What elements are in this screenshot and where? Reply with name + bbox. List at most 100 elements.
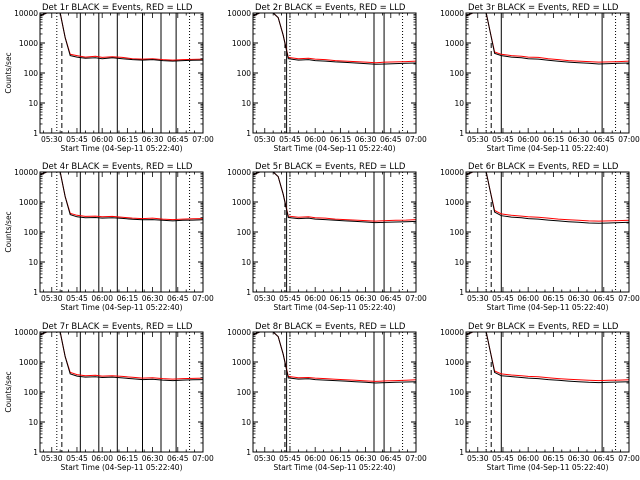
- x-tick-label: 06:45: [380, 135, 402, 144]
- y-tick-label: 1000: [445, 358, 464, 367]
- y-tick-label: 10000: [14, 168, 38, 177]
- x-tick-label: 06:00: [304, 294, 326, 303]
- y-tick-label: 10000: [440, 9, 464, 18]
- x-tick-label: 06:15: [117, 135, 139, 144]
- detector-panel: Det 2r BLACK = Events, RED = LLD 1 10 100 10…: [227, 3, 427, 153]
- lld-rate-line: [465, 12, 630, 63]
- detector-panel: Det 1r BLACK = Events, RED = LLD Counts/s…: [4, 3, 214, 153]
- x-tick-label: 06:45: [593, 454, 615, 463]
- plot-frame: [39, 171, 204, 293]
- plot-frame: [252, 12, 417, 134]
- detector-panel: Det 3r BLACK = Events, RED = LLD 1 10 100 10…: [440, 3, 640, 153]
- x-axis-label: Start Time (04-Sep-11 05:22:40): [487, 463, 609, 472]
- x-tick-label: 06:45: [380, 454, 402, 463]
- y-tick-label: 10000: [14, 328, 38, 337]
- lld-rate-line: [252, 12, 417, 64]
- y-tick-label: 1: [33, 129, 38, 138]
- detector-panel: Det 9r BLACK = Events, RED = LLD 1 10 100 10…: [440, 322, 640, 472]
- y-tick-label: 10: [28, 258, 38, 267]
- x-tick-label: 05:30: [254, 454, 276, 463]
- detector-panel: Det 8r BLACK = Events, RED = LLD 1 10 100 10…: [227, 322, 427, 472]
- y-axis-label: Counts/sec: [4, 211, 13, 252]
- x-axis-label: Start Time (04-Sep-11 05:22:40): [274, 463, 396, 472]
- lld-rate-line: [39, 171, 204, 221]
- event-rate-line: [39, 331, 204, 382]
- x-tick-label: 06:15: [330, 294, 352, 303]
- x-tick-label: 06:30: [142, 294, 164, 303]
- event-rate-line: [39, 12, 204, 62]
- x-tick-label: 06:45: [593, 294, 615, 303]
- x-axis-label: Start Time (04-Sep-11 05:22:40): [61, 144, 183, 153]
- y-tick-label: 1: [246, 129, 251, 138]
- y-tick-label: 100: [24, 69, 39, 78]
- y-tick-label: 100: [24, 228, 39, 237]
- x-axis-label: Start Time (04-Sep-11 05:22:40): [487, 144, 609, 153]
- y-tick-label: 1: [459, 288, 464, 297]
- lld-rate-line: [465, 171, 630, 222]
- y-tick-label: 1000: [232, 198, 251, 207]
- y-tick-label: 10000: [14, 9, 38, 18]
- panel-title: Det 9r BLACK = Events, RED = LLD: [468, 322, 619, 332]
- y-tick-label: 10000: [440, 168, 464, 177]
- y-tick-label: 10000: [227, 328, 251, 337]
- x-tick-label: 06:00: [91, 294, 113, 303]
- x-tick-label: 06:30: [142, 454, 164, 463]
- x-tick-label: 06:00: [517, 454, 539, 463]
- detector-panel: Det 4r BLACK = Events, RED = LLD Counts/s…: [4, 162, 214, 312]
- x-axis-label: Start Time (04-Sep-11 05:22:40): [487, 303, 609, 312]
- y-tick-label: 1: [459, 448, 464, 457]
- y-axis-label: Counts/sec: [4, 52, 13, 93]
- x-tick-label: 06:45: [167, 294, 189, 303]
- x-tick-label: 06:30: [142, 135, 164, 144]
- x-tick-label: 05:45: [492, 454, 514, 463]
- x-tick-label: 06:45: [167, 135, 189, 144]
- x-tick-label: 06:00: [91, 135, 113, 144]
- event-rate-line: [39, 171, 204, 222]
- x-tick-label: 06:15: [543, 135, 565, 144]
- x-tick-label: 07:00: [405, 135, 427, 144]
- x-tick-label: 06:00: [91, 454, 113, 463]
- x-axis-label: Start Time (04-Sep-11 05:22:40): [274, 144, 396, 153]
- panel-title: Det 5r BLACK = Events, RED = LLD: [255, 162, 406, 172]
- x-tick-label: 05:30: [41, 135, 63, 144]
- x-tick-label: 05:45: [66, 454, 88, 463]
- x-tick-label: 06:00: [304, 135, 326, 144]
- y-tick-label: 100: [24, 388, 39, 397]
- x-tick-label: 06:15: [330, 135, 352, 144]
- event-rate-line: [465, 171, 630, 224]
- x-tick-label: 05:30: [254, 294, 276, 303]
- y-tick-label: 100: [237, 228, 252, 237]
- x-tick-label: 05:30: [41, 294, 63, 303]
- panel-title: Det 2r BLACK = Events, RED = LLD: [255, 3, 406, 13]
- x-axis-label: Start Time (04-Sep-11 05:22:40): [61, 463, 183, 472]
- panel-title: Det 3r BLACK = Events, RED = LLD: [468, 3, 619, 13]
- x-tick-label: 06:30: [355, 135, 377, 144]
- y-tick-label: 10000: [227, 9, 251, 18]
- x-tick-label: 07:00: [618, 294, 640, 303]
- x-tick-label: 07:00: [618, 135, 640, 144]
- y-tick-label: 100: [450, 388, 465, 397]
- lld-rate-line: [465, 331, 630, 382]
- y-tick-label: 100: [450, 69, 465, 78]
- x-tick-label: 06:15: [543, 454, 565, 463]
- plot-frame: [252, 331, 417, 453]
- x-tick-label: 05:30: [41, 454, 63, 463]
- x-tick-label: 06:45: [380, 294, 402, 303]
- x-tick-label: 06:15: [330, 454, 352, 463]
- y-tick-label: 10000: [440, 328, 464, 337]
- y-tick-label: 10: [241, 418, 251, 427]
- x-tick-label: 05:30: [467, 454, 489, 463]
- y-tick-label: 10: [454, 258, 464, 267]
- y-tick-label: 1000: [19, 358, 38, 367]
- y-tick-label: 1: [246, 448, 251, 457]
- y-tick-label: 1: [246, 288, 251, 297]
- x-axis-label: Start Time (04-Sep-11 05:22:40): [61, 303, 183, 312]
- x-tick-label: 06:30: [568, 454, 590, 463]
- y-tick-label: 10: [454, 99, 464, 108]
- x-tick-label: 07:00: [192, 294, 214, 303]
- panel-title: Det 8r BLACK = Events, RED = LLD: [255, 322, 406, 332]
- x-tick-label: 06:00: [304, 454, 326, 463]
- x-tick-label: 06:15: [117, 454, 139, 463]
- y-axis-label: Counts/sec: [4, 371, 13, 412]
